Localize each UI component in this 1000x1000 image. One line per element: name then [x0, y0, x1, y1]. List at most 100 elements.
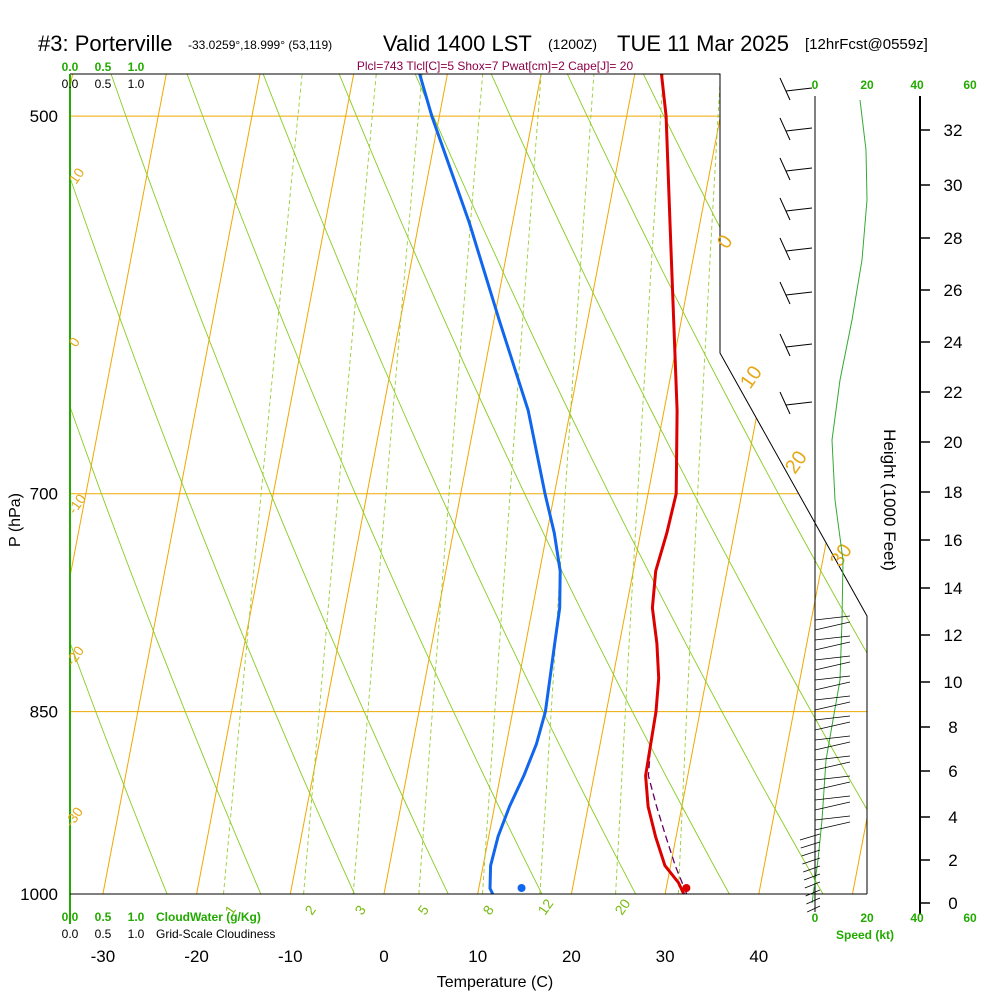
chart-title-coords: -33.0259°,18.999° (53,119)	[188, 38, 332, 52]
cloudiness-label: Grid-Scale Cloudiness	[156, 927, 275, 941]
wind-barb	[779, 237, 813, 261]
height-tick-label: 26	[944, 281, 963, 300]
mixing-ratio-line	[303, 74, 397, 894]
wind-barb-lower	[814, 781, 851, 791]
plot-frame	[70, 73, 868, 894]
height-tick-label: 4	[948, 808, 957, 827]
dry-adiabat-line	[70, 74, 262, 894]
temperature-tick-label: -20	[184, 947, 209, 966]
chart-title-main: #3: Porterville	[38, 31, 173, 56]
wind-barb-lower	[814, 681, 851, 691]
wind-barb-lower	[814, 815, 851, 821]
dry-adiabat-line	[70, 74, 636, 894]
wind-barb-flag	[785, 247, 813, 252]
cloudwater-label: CloudWater (g/Kg)	[156, 910, 261, 924]
cloudiness-tick-bottom: 1.0	[128, 927, 145, 941]
dry-adiabat-line	[70, 74, 543, 894]
frame-layer	[69, 73, 930, 924]
isotherm-line	[664, 74, 867, 894]
isotherm-line	[852, 74, 867, 894]
dry-adiabat-line	[70, 74, 168, 894]
height-tick-label: 20	[944, 433, 963, 452]
mixing-ratio-line	[352, 74, 442, 894]
wind-barb	[779, 333, 813, 357]
temperature-tick-label: 20	[562, 947, 581, 966]
wind-barb-surface	[803, 865, 821, 873]
temperature-trace	[606, 74, 686, 894]
isotherm-line	[196, 74, 496, 894]
chart-subtitle: Plcl=743 Tlcl[C]=5 Shox=7 Pwat[cm]=2 Cap…	[357, 59, 634, 73]
height-tick-label: 6	[948, 762, 957, 781]
mixing-ratio-line	[482, 74, 558, 894]
label-layer: 2503004005007008501000-30-20-10010203040…	[20, 60, 977, 966]
surface-dewpoint-dot	[517, 884, 526, 892]
cloudwater-tick-bottom: 1.0	[128, 910, 145, 924]
wind-barb-flag	[785, 167, 813, 172]
wind-barb	[779, 281, 813, 305]
isotherm-label: -30	[61, 804, 86, 830]
height-tick-label: 24	[944, 333, 963, 352]
wind-barb-lower	[814, 715, 851, 721]
wind-barb-lower	[814, 801, 851, 811]
dewpoint-trace	[403, 74, 562, 894]
chart-title-fcst: [12hrFcst@0559z]	[805, 36, 928, 53]
chart-title-utc: (1200Z)	[548, 36, 597, 52]
isotherm-label: 0	[713, 231, 737, 253]
wind-barb-surface	[807, 905, 821, 913]
pressure-tick-label: 700	[30, 485, 58, 504]
temperature-tick-label: -10	[278, 947, 303, 966]
wind-barb-lower	[814, 735, 851, 741]
temperature-tick-label: -30	[91, 947, 116, 966]
wind-barb-lower	[814, 775, 851, 781]
wind-barb-flag	[785, 207, 813, 212]
wind-speed-tick-top: 40	[910, 78, 924, 92]
wind-barb-surface	[802, 857, 821, 865]
mixing-ratio-label: 3	[351, 902, 369, 918]
wind-barb-lower	[814, 641, 851, 651]
wind-speed-tick-bottom: 0	[812, 911, 819, 925]
wind-barb-flag	[785, 87, 813, 92]
height-tick-label: 0	[948, 894, 957, 913]
isotherm-line	[383, 74, 683, 894]
dry-adiabat-line	[70, 74, 355, 894]
height-tick-label: 2	[948, 851, 957, 870]
height-tick-label: 10	[944, 673, 963, 692]
wind-barb	[779, 157, 813, 181]
isotherm-line	[70, 74, 215, 894]
dry-adiabat-line	[76, 74, 730, 894]
height-tick-label: 28	[944, 229, 963, 248]
wind-barb-surface	[801, 849, 821, 857]
wind-barb-lower	[814, 795, 851, 801]
isotherm-line	[70, 74, 308, 894]
wind-barb-flag	[785, 291, 813, 296]
height-tick-label: 12	[944, 626, 963, 645]
wind-barb	[779, 117, 813, 141]
cloudwater-tick-bottom: 0.0	[62, 910, 79, 924]
dry-adiabat-line	[518, 74, 867, 894]
y-axis-label: P (hPa)	[7, 493, 24, 547]
mixing-ratio-label: 12	[534, 896, 556, 918]
height-tick-label: 8	[948, 718, 957, 737]
dry-adiabat-line	[140, 74, 824, 894]
wind-barb	[779, 197, 813, 221]
wind-speed-tick-top: 60	[963, 78, 977, 92]
height-tick-label: 14	[944, 579, 963, 598]
dry-adiabat-line	[266, 74, 867, 894]
wind-barb-lower	[814, 701, 851, 711]
wind-barb-surface	[804, 881, 821, 889]
pressure-tick-label: 500	[30, 107, 58, 126]
pressure-tick-label: 850	[30, 703, 58, 722]
speed-axis-label: Speed (kt)	[836, 928, 894, 942]
dry-adiabat-line	[392, 74, 867, 894]
cloudiness-tick-bottom: 0.5	[95, 927, 112, 941]
wind-barb-lower	[814, 655, 851, 661]
wind-layer	[779, 77, 868, 913]
wind-barb-surface	[806, 897, 821, 905]
wind-barb-flag	[785, 127, 813, 132]
mixing-ratio-label: 20	[611, 896, 633, 918]
wind-barb-lower	[814, 821, 851, 831]
dry-adiabat-line	[70, 74, 449, 894]
temperature-tick-label: 40	[749, 947, 768, 966]
isotherm-label: 20	[781, 447, 812, 478]
